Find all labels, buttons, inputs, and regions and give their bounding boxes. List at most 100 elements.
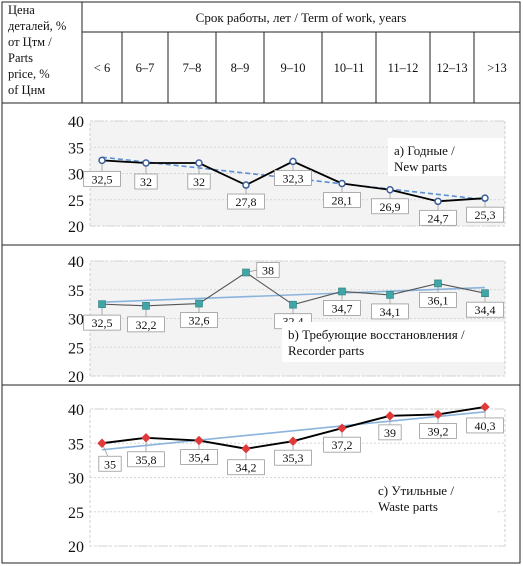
data-label: 38 xyxy=(262,264,274,278)
y-tick-label: 20 xyxy=(68,539,84,556)
data-label: 32 xyxy=(193,175,205,189)
panel-title-box xyxy=(372,478,496,516)
data-label: 32,6 xyxy=(189,314,210,328)
data-point xyxy=(337,423,347,433)
corner-header-line: Цена xyxy=(8,3,35,17)
data-point xyxy=(194,435,204,446)
data-label-box xyxy=(323,192,361,208)
category-header: >13 xyxy=(487,61,507,75)
data-label: 34,1 xyxy=(380,305,401,319)
data-label-box xyxy=(378,424,402,441)
data-point xyxy=(242,181,250,189)
panel-title-line: Recorder parts xyxy=(288,343,364,358)
data-point xyxy=(241,444,251,454)
data-label-box xyxy=(419,209,457,226)
data-label: 35 xyxy=(104,457,116,471)
data-label: 40,3 xyxy=(475,419,496,433)
data-label: 34,7 xyxy=(332,301,353,315)
data-point xyxy=(481,194,489,202)
data-label-box xyxy=(127,316,165,333)
y-tick-label: 40 xyxy=(68,254,84,271)
data-point xyxy=(338,287,346,296)
data-label-box xyxy=(371,303,409,320)
data-label: 25,3 xyxy=(475,208,496,222)
panel-title-line: Waste parts xyxy=(378,499,438,514)
y-tick-label: 30 xyxy=(68,167,84,184)
y-tick-label: 25 xyxy=(68,340,84,357)
data-point xyxy=(97,438,107,448)
data-label-box xyxy=(180,312,218,328)
data-point xyxy=(289,157,297,166)
y-tick-label: 20 xyxy=(68,369,84,386)
category-header: 10–11 xyxy=(334,61,365,75)
data-point xyxy=(98,156,106,165)
data-label-box xyxy=(466,206,504,223)
data-point xyxy=(385,411,395,421)
category-header: 9–10 xyxy=(281,61,306,75)
trendline xyxy=(101,410,486,451)
corner-header-line: Parts xyxy=(8,51,33,65)
data-point xyxy=(386,186,394,194)
data-point xyxy=(98,300,106,308)
data-point xyxy=(142,159,150,167)
data-label: 39,2 xyxy=(428,424,449,438)
data-label-box xyxy=(83,314,121,331)
data-point xyxy=(434,279,442,288)
y-tick-label: 40 xyxy=(68,402,84,419)
data-point xyxy=(195,159,203,167)
data-label-box xyxy=(227,459,265,476)
data-label-box xyxy=(83,170,121,187)
data-label-box xyxy=(134,173,158,190)
data-label-box xyxy=(419,423,457,439)
y-tick-label: 35 xyxy=(68,140,84,157)
data-point xyxy=(481,289,489,298)
data-point xyxy=(338,179,346,188)
panel-title-line: b) Требующие восстановления / xyxy=(288,327,465,342)
data-label: 35,3 xyxy=(283,451,304,465)
y-tick-label: 30 xyxy=(68,312,84,329)
corner-header-line: деталей, % xyxy=(8,19,66,33)
data-label: 24,7 xyxy=(428,211,449,225)
data-label-box xyxy=(371,198,409,215)
y-tick-label: 30 xyxy=(68,471,84,488)
chart-panel-2: 40 35 30 25 20 35 35,8 35,4 34,2 35,3 37,2 39 39,2 40… xyxy=(68,402,506,556)
data-label-box xyxy=(466,417,504,434)
data-label-box xyxy=(274,449,312,466)
y-tick-label: 35 xyxy=(68,436,84,453)
panel-title-line: a) Годные / xyxy=(394,143,455,158)
data-label: 39 xyxy=(384,426,396,440)
chart-panel-0: 40 35 30 25 20 32,5 32 32 27,8 32,3 28,1 26,9 24,7 25… xyxy=(68,114,506,236)
category-header: 12–13 xyxy=(436,61,467,75)
data-point xyxy=(141,433,151,443)
data-point xyxy=(195,299,203,308)
data-label-box xyxy=(187,173,211,190)
y-tick-label: 25 xyxy=(68,505,84,522)
data-label: 26,9 xyxy=(380,200,401,214)
panel-title-box xyxy=(282,322,504,362)
data-label: 37,2 xyxy=(332,438,353,452)
category-header: 6–7 xyxy=(136,61,155,75)
data-point xyxy=(288,436,298,446)
data-point xyxy=(242,268,250,277)
data-label-box xyxy=(466,301,504,318)
data-label-box xyxy=(180,449,218,465)
panel-title-box xyxy=(388,138,504,176)
data-label-box xyxy=(323,300,361,316)
header-title: Срок работы, лет / Term of work, years xyxy=(196,10,407,25)
category-header: 7–8 xyxy=(183,61,202,75)
category-header: 11–12 xyxy=(388,61,419,75)
data-point xyxy=(434,197,442,206)
data-label: 28,1 xyxy=(332,193,353,207)
y-tick-label: 40 xyxy=(68,114,84,131)
data-label: 35,8 xyxy=(136,453,157,467)
data-point xyxy=(433,409,443,420)
data-label-box xyxy=(323,436,361,453)
data-label-box xyxy=(419,292,457,308)
y-tick-label: 20 xyxy=(68,219,84,236)
data-point xyxy=(480,402,490,412)
data-label: 36,1 xyxy=(428,293,449,307)
data-label: 32,3 xyxy=(283,171,304,185)
